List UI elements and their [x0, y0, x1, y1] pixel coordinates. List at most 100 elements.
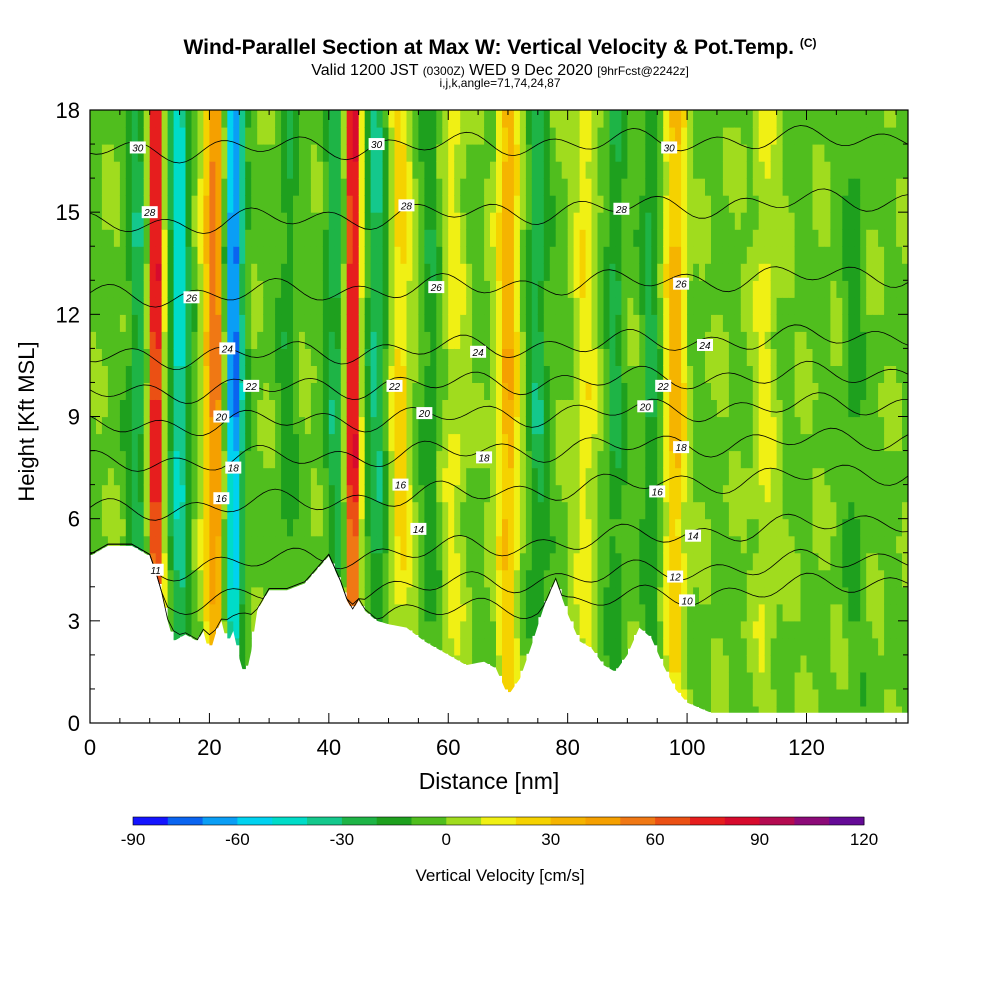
contour-label-bg: [147, 563, 164, 576]
field-cell: [764, 484, 772, 503]
field-cell: [699, 348, 706, 366]
field-cell: [394, 246, 402, 264]
field-cell: [788, 365, 796, 383]
field-cell: [866, 280, 873, 298]
contour-label-bg: [243, 379, 260, 392]
field-cell: [173, 331, 181, 349]
theta-contour-26: [90, 266, 908, 308]
field-cell: [764, 706, 772, 714]
field-cell: [287, 127, 294, 145]
field-cell: [561, 144, 569, 162]
field-cell: [233, 637, 240, 646]
field-cell: [728, 263, 736, 281]
field-cell: [567, 178, 575, 196]
field-cell: [496, 161, 503, 179]
field-cell: [848, 382, 855, 400]
field-cell: [567, 229, 575, 247]
field-cell: [358, 110, 366, 128]
field-cell: [149, 280, 157, 298]
field-cell: [842, 535, 849, 554]
velocity-field: [90, 110, 908, 714]
field-cell: [770, 212, 778, 230]
field-cell: [705, 161, 712, 179]
field-cell: [519, 246, 527, 264]
field-cell: [752, 144, 760, 162]
field-cell: [860, 416, 867, 435]
field-cell: [651, 314, 658, 332]
field-cell: [830, 110, 837, 128]
field-cell: [794, 552, 802, 571]
field-cell: [740, 263, 748, 281]
field-cell: [842, 688, 849, 707]
field-cell: [90, 127, 97, 145]
field-cell: [525, 314, 533, 332]
field-cell: [370, 416, 378, 435]
field-cell: [370, 212, 378, 230]
field-cell: [460, 603, 467, 622]
field-cell: [567, 535, 575, 554]
field-cell: [478, 246, 485, 264]
field-cell: [185, 433, 193, 452]
field-cell: [764, 246, 772, 264]
field-cell: [519, 195, 527, 213]
field-cell: [466, 586, 473, 605]
field-cell: [669, 586, 676, 605]
field-cell: [316, 467, 324, 486]
field-cell: [143, 433, 151, 452]
colorbar-tick-label: 60: [646, 830, 665, 849]
field-cell: [454, 212, 461, 230]
field-cell: [603, 229, 611, 247]
field-cell: [818, 637, 825, 656]
field-cell: [639, 144, 646, 162]
field-cell: [675, 620, 682, 639]
field-cell: [322, 195, 330, 213]
field-cell: [119, 144, 127, 162]
field-cell: [746, 569, 754, 588]
field-cell: [209, 484, 216, 503]
field-cell: [800, 416, 808, 435]
field-cell: [728, 637, 736, 656]
field-cell: [687, 450, 694, 469]
field-cell: [490, 229, 497, 247]
field-cell: [263, 348, 270, 366]
field-cell: [824, 671, 831, 690]
field-cell: [484, 127, 491, 145]
field-cell: [902, 246, 908, 264]
field-cell: [155, 110, 163, 128]
field-cell: [227, 144, 234, 162]
field-cell: [818, 671, 825, 690]
field-cell: [304, 110, 312, 128]
field-cell: [830, 552, 837, 571]
field-cell: [287, 229, 294, 247]
field-cell: [287, 314, 294, 332]
field-cell: [687, 467, 694, 486]
field-cell: [299, 178, 306, 196]
field-cell: [460, 280, 467, 298]
field-cell: [472, 110, 479, 128]
field-cell: [107, 399, 115, 418]
field-cell: [221, 620, 228, 634]
field-cell: [197, 178, 205, 196]
field-cell: [573, 484, 581, 503]
field-cell: [848, 178, 855, 196]
field-cell: [824, 416, 831, 435]
field-cell: [412, 399, 419, 418]
field-cell: [101, 433, 109, 452]
field-cell: [490, 314, 497, 332]
field-cell: [573, 127, 581, 145]
field-cell: [179, 229, 187, 247]
field-cell: [866, 450, 873, 469]
field-cell: [609, 348, 617, 366]
field-cell: [800, 603, 808, 622]
field-cell: [293, 144, 300, 162]
field-cell: [800, 501, 808, 520]
field-cell: [281, 467, 288, 486]
field-cell: [346, 399, 354, 418]
field-cell: [722, 552, 730, 571]
field-cell: [860, 620, 867, 639]
field-cell: [866, 569, 873, 588]
field-cell: [579, 467, 587, 486]
field-cell: [872, 212, 879, 230]
field-cell: [537, 569, 545, 588]
field-cell: [334, 212, 342, 230]
